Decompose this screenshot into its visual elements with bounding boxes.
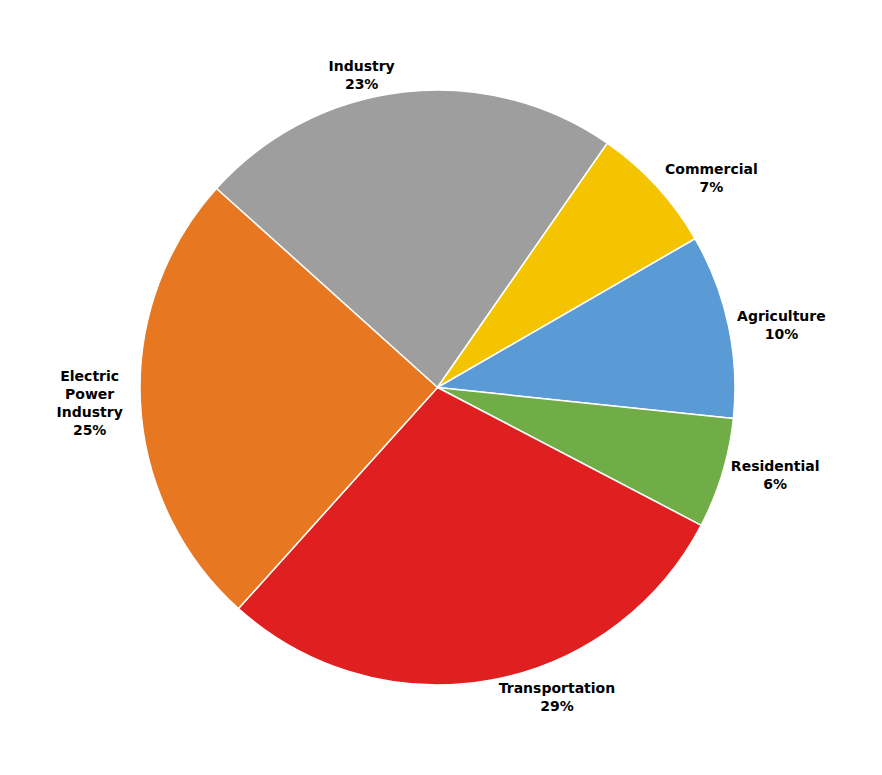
svg-text:Residential6%: Residential6% <box>731 458 820 492</box>
svg-text:Commercial7%: Commercial7% <box>665 161 758 195</box>
svg-text:Industry23%: Industry23% <box>329 58 395 92</box>
svg-text:ElectricPowerIndustry25%: ElectricPowerIndustry25% <box>57 368 123 439</box>
svg-text:Agriculture10%: Agriculture10% <box>737 308 826 342</box>
svg-text:Transportation29%: Transportation29% <box>499 680 615 714</box>
